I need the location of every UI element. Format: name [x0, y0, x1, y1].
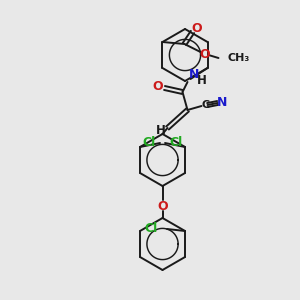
Text: CH₃: CH₃ [227, 53, 250, 63]
Text: H: H [196, 74, 206, 86]
Text: N: N [189, 68, 200, 80]
Text: O: O [199, 47, 210, 61]
Text: Cl: Cl [145, 221, 158, 235]
Text: Cl: Cl [143, 136, 156, 148]
Text: O: O [191, 22, 202, 35]
Text: N: N [217, 97, 228, 110]
Text: O: O [157, 200, 168, 212]
Text: C: C [202, 100, 210, 110]
Text: O: O [152, 80, 163, 92]
Text: Cl: Cl [169, 136, 182, 148]
Text: H: H [156, 124, 166, 136]
